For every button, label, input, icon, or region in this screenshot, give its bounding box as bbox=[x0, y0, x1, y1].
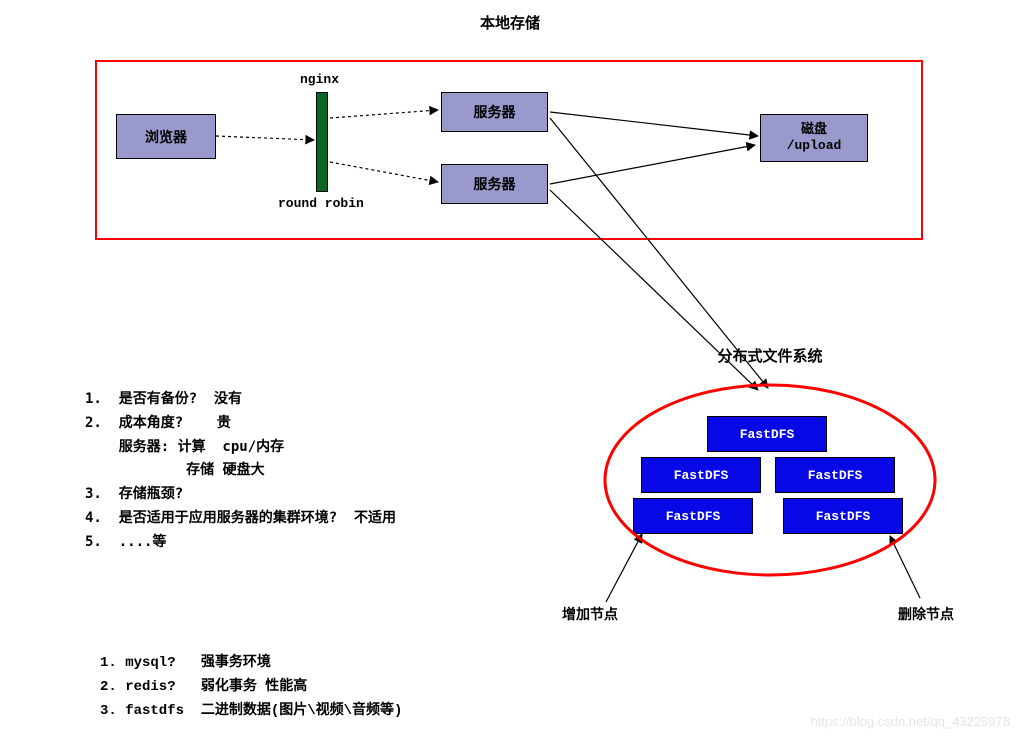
title-local-storage: 本地存储 bbox=[0, 12, 1020, 33]
disk-label1: 磁盘 bbox=[801, 121, 827, 138]
fastdfs-label: FastDFS bbox=[808, 468, 863, 483]
disk-label2: /upload bbox=[787, 138, 842, 155]
fastdfs-node: FastDFS bbox=[775, 457, 895, 493]
add-node-label: 增加节点 bbox=[562, 604, 618, 624]
nginx-label-bottom: round robin bbox=[278, 196, 364, 211]
del-node-label: 删除节点 bbox=[898, 604, 954, 624]
browser-box: 浏览器 bbox=[116, 114, 216, 159]
diagram-canvas: 本地存储 浏览器 nginx round robin 服务器 服务器 磁盘 /u… bbox=[0, 0, 1020, 737]
nginx-bar bbox=[316, 92, 328, 192]
server1-box: 服务器 bbox=[441, 92, 548, 132]
nginx-label-top: nginx bbox=[300, 72, 339, 87]
fastdfs-label: FastDFS bbox=[666, 509, 721, 524]
server2-box: 服务器 bbox=[441, 164, 548, 204]
fastdfs-node: FastDFS bbox=[641, 457, 761, 493]
title-distributed: 分布式文件系统 bbox=[640, 345, 900, 366]
notes-text: 1. mysql? 强事务环境 2. redis? 弱化事务 性能高 3. fa… bbox=[100, 652, 402, 723]
server2-label: 服务器 bbox=[474, 174, 516, 194]
fastdfs-node: FastDFS bbox=[783, 498, 903, 534]
fastdfs-label: FastDFS bbox=[816, 509, 871, 524]
disk-box: 磁盘 /upload bbox=[760, 114, 868, 162]
fastdfs-node: FastDFS bbox=[707, 416, 827, 452]
fastdfs-label: FastDFS bbox=[674, 468, 729, 483]
fastdfs-label: FastDFS bbox=[740, 427, 795, 442]
fastdfs-node: FastDFS bbox=[633, 498, 753, 534]
server1-label: 服务器 bbox=[474, 102, 516, 122]
browser-label: 浏览器 bbox=[145, 127, 187, 147]
watermark: https://blog.csdn.net/qq_43225978 bbox=[811, 714, 1011, 729]
questions-text: 1. 是否有备份? 没有 2. 成本角度? 贵 服务器: 计算 cpu/内存 存… bbox=[85, 388, 396, 555]
